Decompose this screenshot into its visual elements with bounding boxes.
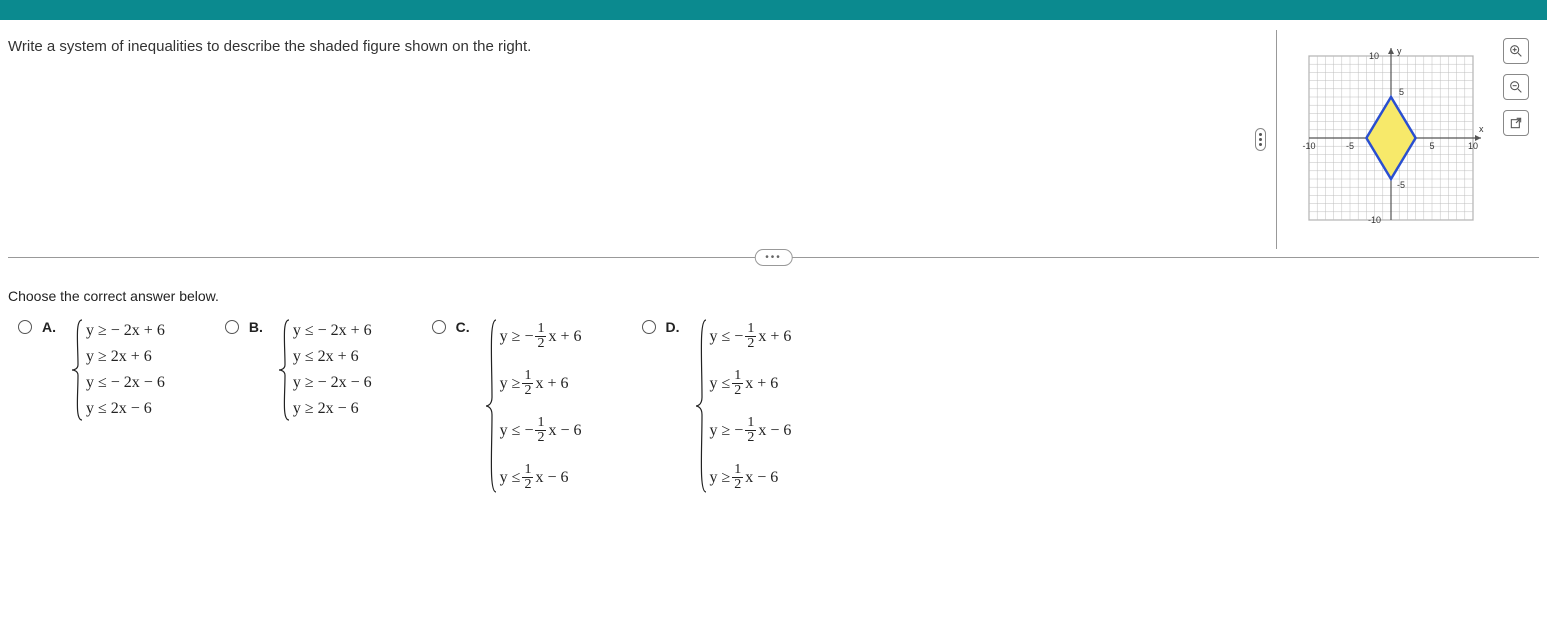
radio-option-c[interactable] [432,320,446,334]
svg-text:y: y [1397,46,1402,56]
zoom-in-icon[interactable] [1503,38,1529,64]
option-b: B. y ≤ − 2x + 6 y ≤ 2x + 6 y ≥ − 2x − 6 y ≥ … [225,318,372,422]
zoom-out-icon[interactable] [1503,74,1529,100]
popout-icon[interactable] [1503,110,1529,136]
option-c: C. y ≥ − 12x + 6 y ≥ 12x + 6 y ≤ − 12x − 6 y… [432,318,582,496]
option-label: D. [666,319,684,335]
equation-line: y ≤ 2x + 6 [293,348,372,366]
radio-option-d[interactable] [642,320,656,334]
equation-line: y ≤ − 2x − 6 [86,374,165,392]
svg-text:10: 10 [1369,51,1379,61]
question-text: Write a system of inequalities to descri… [8,38,1255,55]
equation-line: y ≤ − 12x + 6 [710,322,792,351]
svg-text:-10: -10 [1368,215,1381,225]
vertical-divider [1276,30,1277,249]
svg-text:10: 10 [1468,141,1478,151]
equation-line: y ≤ 12x + 6 [710,369,792,398]
answer-prompt: Choose the correct answer below. [8,288,1539,304]
equation-line: y ≥ − 2x + 6 [86,322,165,340]
equation-line: y ≥ 2x − 6 [293,400,372,418]
svg-text:-5: -5 [1346,141,1354,151]
question-panel: Write a system of inequalities to descri… [8,30,1539,258]
svg-text:-5: -5 [1397,180,1405,190]
equation-line: y ≥ 12x + 6 [500,369,582,398]
option-label: A. [42,319,60,335]
option-label: B. [249,319,267,335]
coordinate-graph: -10 -5 5 10 10 -10 5 -5 x y [1291,38,1491,241]
svg-text:5: 5 [1429,141,1434,151]
equation-line: y ≥ − 12x − 6 [710,416,792,445]
radio-option-a[interactable] [18,320,32,334]
option-d: D. y ≤ − 12x + 6 y ≤ 12x + 6 y ≥ − 12x − 6 y… [642,318,792,496]
svg-text:x: x [1479,124,1484,134]
section-divider-icon[interactable]: ••• [754,249,793,266]
svg-text:5: 5 [1399,87,1404,97]
equation-line: y ≥ − 12x + 6 [500,322,582,351]
option-label: C. [456,319,474,335]
svg-text:-10: -10 [1302,141,1315,151]
equation-line: y ≤ 12x − 6 [500,463,582,492]
equation-line: y ≥ − 2x − 6 [293,374,372,392]
option-a: A. y ≥ − 2x + 6 y ≥ 2x + 6 y ≤ − 2x − 6 y ≤ … [18,318,165,422]
equation-line: y ≥ 12x − 6 [710,463,792,492]
equation-line: y ≤ 2x − 6 [86,400,165,418]
app-top-bar [0,0,1547,20]
mid-controls [1255,30,1266,249]
equation-line: y ≥ 2x + 6 [86,348,165,366]
radio-option-b[interactable] [225,320,239,334]
more-icon[interactable] [1255,128,1266,151]
equation-line: y ≤ − 2x + 6 [293,322,372,340]
equation-line: y ≤ − 12x − 6 [500,416,582,445]
